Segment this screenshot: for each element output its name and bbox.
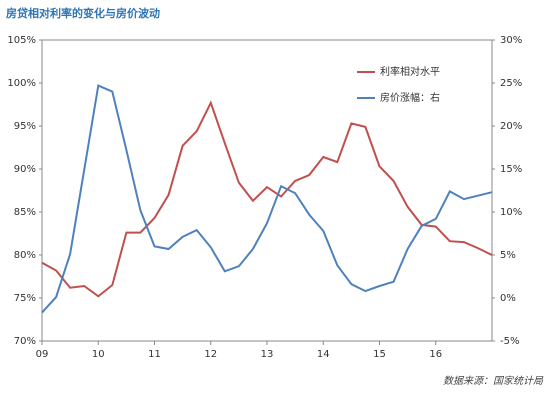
y2-tick-label: 25% xyxy=(500,78,522,89)
chart-title: 房贷相对利率的变化与房价波动 xyxy=(6,6,160,20)
y2-tick-label: 5% xyxy=(500,250,516,261)
y-tick-label: 95% xyxy=(14,121,36,132)
x-tick-label: 15 xyxy=(373,349,386,360)
data-line xyxy=(41,100,493,298)
x-tick-label: 10 xyxy=(92,349,105,360)
x-tick-label: 13 xyxy=(261,349,274,360)
plot-frame xyxy=(41,39,493,342)
source-note: 数据来源：国家统计局 xyxy=(443,375,544,387)
y2-tick-label: 10% xyxy=(500,207,522,218)
x-tick-label: 14 xyxy=(317,349,330,360)
y-tick-label: 80% xyxy=(14,250,36,261)
y-tick-label: 85% xyxy=(14,207,36,218)
y2-tick-label: 15% xyxy=(500,164,522,175)
legend-label: 房价涨幅：右 xyxy=(380,91,440,104)
y2-tick-label: 0% xyxy=(500,293,516,304)
y2-tick-label: 20% xyxy=(500,121,522,132)
y2-tick-label: -5% xyxy=(500,336,519,347)
x-tick-label: 09 xyxy=(36,349,49,360)
data-line xyxy=(41,84,493,314)
x-tick-label: 12 xyxy=(204,349,217,360)
y-tick-label: 100% xyxy=(7,78,36,89)
legend-label: 利率相对水平 xyxy=(380,65,440,78)
y-tick-label: 90% xyxy=(14,164,36,175)
y2-tick-label: 30% xyxy=(500,35,522,46)
y-tick-label: 75% xyxy=(14,293,36,304)
y-tick-label: 70% xyxy=(14,336,36,347)
x-tick-label: 16 xyxy=(429,349,442,360)
y-tick-label: 105% xyxy=(7,35,36,46)
x-tick-label: 11 xyxy=(148,349,161,360)
